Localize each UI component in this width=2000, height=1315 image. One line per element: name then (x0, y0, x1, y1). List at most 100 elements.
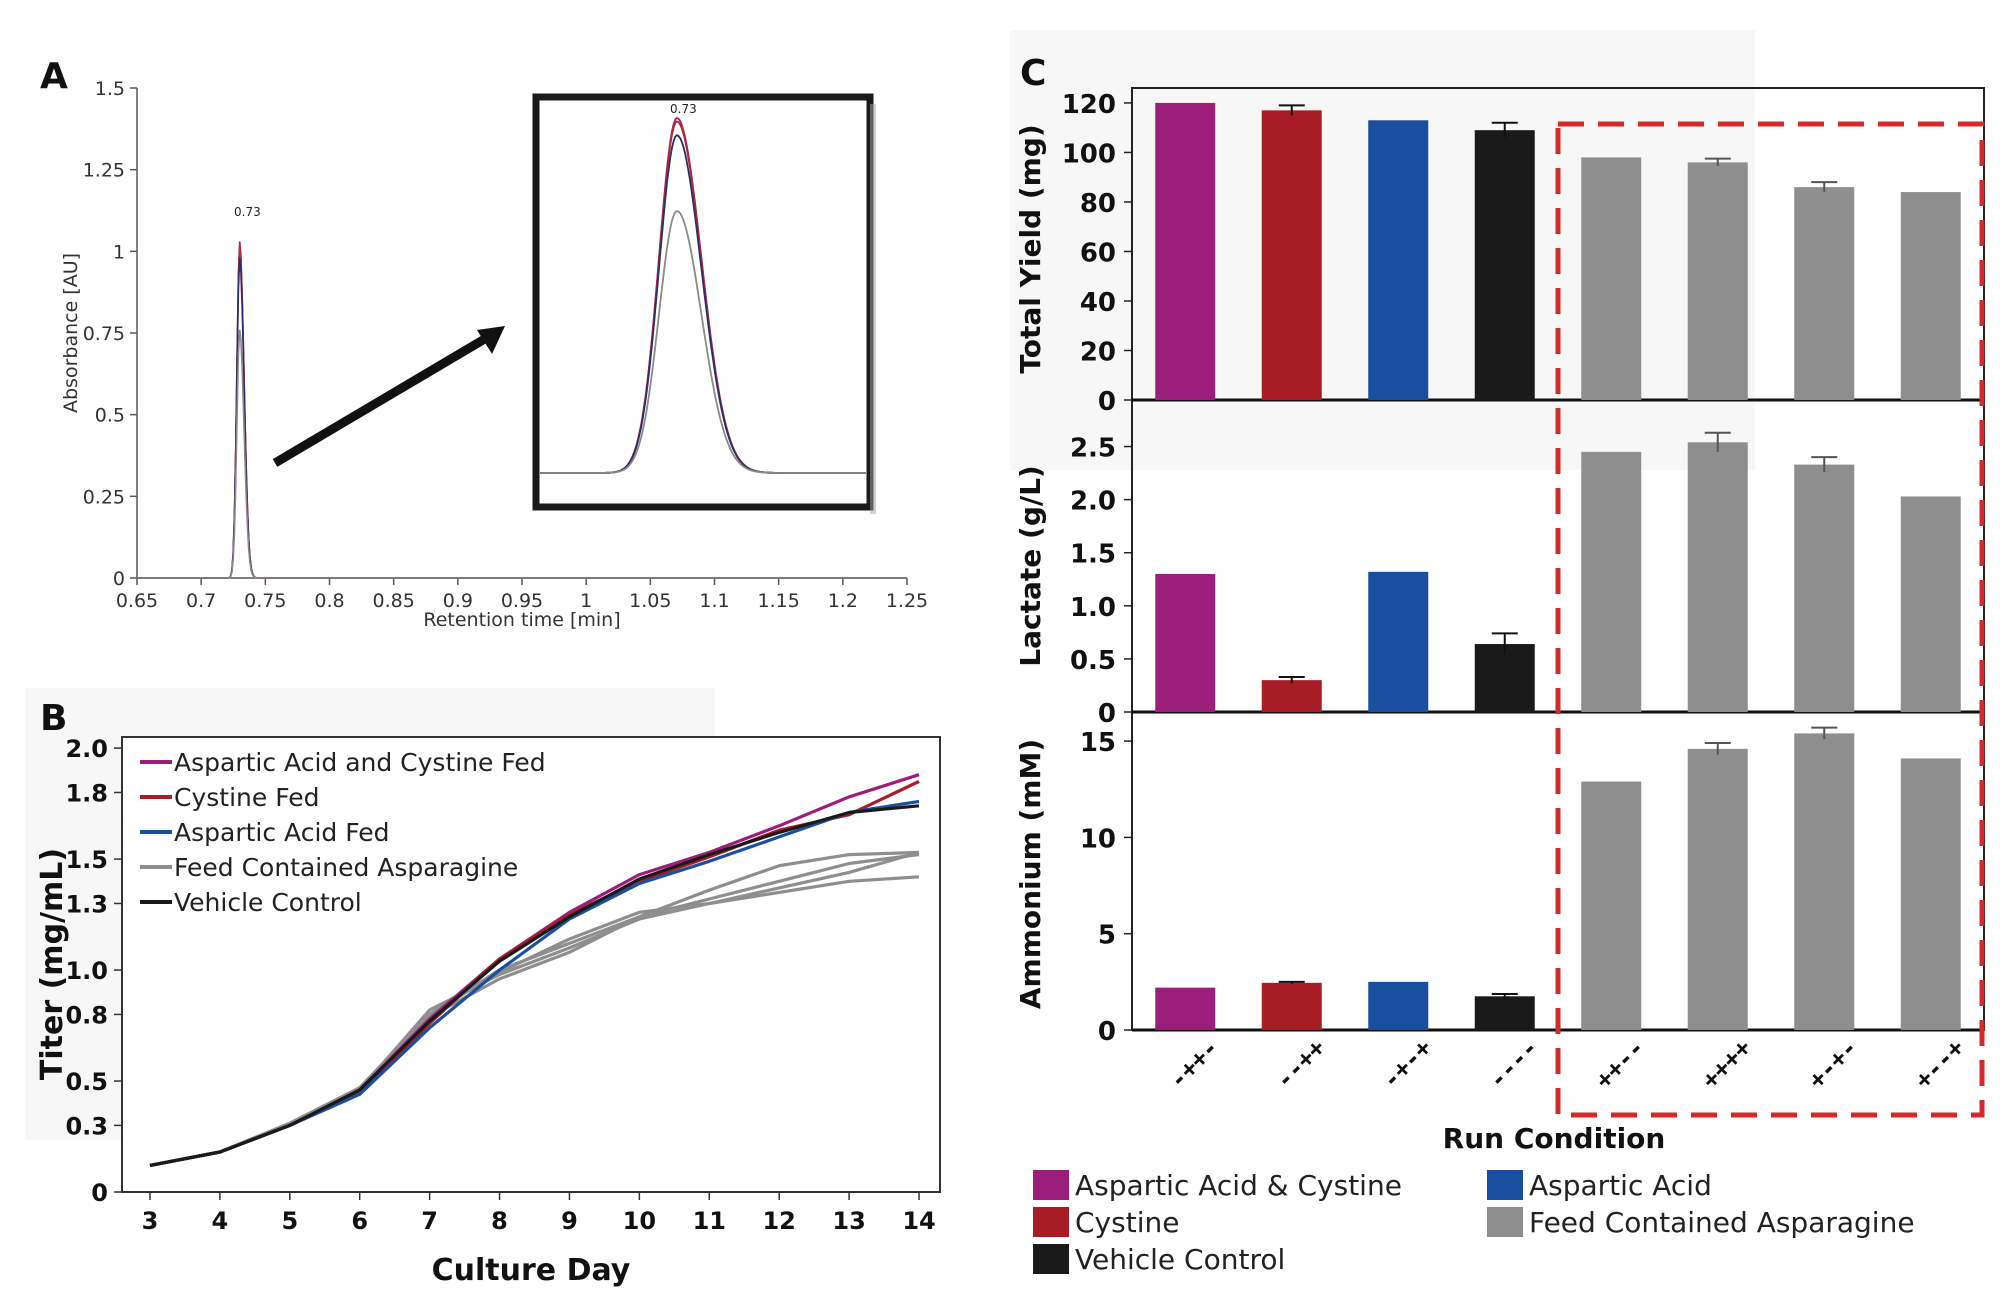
panel-c-y-label: Lactate (g/L) (1014, 465, 1047, 666)
panel-b-x-tick-label: 11 (693, 1207, 726, 1235)
panel-c-category-label: +--+ (1909, 1034, 1970, 1095)
panel-b-y-tick-label: 1.8 (65, 779, 108, 807)
panel-a-x-tick-label: 1 (580, 590, 592, 612)
panel-c-bar (1794, 187, 1855, 400)
panel-c-y-tick-label: 0 (1098, 387, 1116, 417)
panel-b-legend-label: Cystine Fed (174, 783, 319, 812)
panel-b-titer-chart: 0 0.3 0.5 0.8 1.0 1.3 1.5 1.8 2.0 3 4 5 6 7 8 9 10 11 12 1… (35, 735, 941, 1288)
panel-a-inset-trace-gray (540, 210, 866, 474)
panel-b-x-tick-label: 7 (421, 1207, 438, 1235)
panel-a-x-tick-label: 0.75 (244, 590, 286, 612)
panel-c-legend-swatch (1033, 1244, 1069, 1274)
panel-a-x-tick-label: 0.65 (116, 590, 158, 612)
panel-c-bar (1261, 680, 1322, 712)
panel-a-x-tick-label: 0.8 (314, 590, 344, 612)
panel-c-x-label: Run Condition (1443, 1122, 1666, 1155)
panel-c-bar (1474, 996, 1535, 1030)
panel-c-bar (1581, 157, 1642, 400)
panel-c-category-label: ++++ (1696, 1034, 1757, 1095)
panel-b-series-line (149, 804, 920, 1167)
panel-c-y-tick-label: 40 (1080, 288, 1116, 318)
panel-c-category-label: ++-- (1590, 1034, 1651, 1095)
panel-c-y-tick-label: 1.5 (1070, 540, 1116, 570)
panel-c-category-label: ---- (1483, 1034, 1544, 1095)
panel-a-y-tick-label: 1.5 (95, 78, 125, 100)
panel-a-x-tick-label: 1.15 (758, 590, 800, 612)
panel-b-plot-area (121, 736, 941, 1193)
panel-c-bar (1155, 573, 1216, 712)
panel-label-a: A (40, 56, 68, 97)
panel-c-category-label: +-+- (1803, 1034, 1864, 1095)
panel-a-y-tick-label: 1 (113, 241, 125, 263)
panel-c-bar (1581, 451, 1642, 712)
panel-c-bar (1474, 130, 1535, 400)
panel-c-category-label: -+-+ (1377, 1034, 1438, 1095)
panel-b-legend-label: Feed Contained Asparagine (174, 853, 518, 882)
panel-b-legend-label: Aspartic Acid Fed (174, 818, 389, 847)
panel-b-x-tick-label: 4 (212, 1207, 229, 1235)
panel-c-legend-swatch (1033, 1170, 1069, 1200)
panel-c-y-tick-label: 120 (1062, 90, 1116, 120)
panel-a-y-tick-label: 0 (113, 568, 125, 590)
panel-c-y-tick-label: 0 (1098, 1017, 1116, 1047)
panel-c-legend-label: Cystine (1075, 1206, 1179, 1239)
panel-c-y-label: Total Yield (mg) (1014, 124, 1047, 373)
panel-a-inset-shadow (870, 104, 876, 514)
panel-a-x-tick-label: 0.85 (373, 590, 415, 612)
zoom-arrow (272, 333, 491, 467)
panel-b-x-tick-label: 8 (491, 1207, 508, 1235)
panel-b-x-tick-label: 14 (902, 1207, 935, 1235)
panel-c-y-tick-label: 0.5 (1070, 646, 1116, 676)
panel-c-legend-swatch (1487, 1207, 1523, 1237)
panel-c-y-tick-label: 20 (1080, 337, 1116, 367)
panel-b-x-tick-label: 6 (351, 1207, 368, 1235)
panel-c-y-tick-label: 2.0 (1070, 487, 1116, 517)
panel-c-y-tick-label: 15 (1080, 728, 1116, 758)
panel-c-bar (1687, 748, 1748, 1030)
panel-a-peak-label: 0.73 (234, 205, 261, 219)
panel-c-bar (1900, 496, 1961, 712)
panel-a-y-label: Absorbance [AU] (60, 253, 82, 413)
panel-a-x-tick-label: 1.1 (699, 590, 729, 612)
panel-c-y-tick-label: 10 (1080, 824, 1116, 854)
panel-b-x-label: Culture Day (432, 1253, 631, 1288)
panel-b-y-tick-label: 2.0 (65, 735, 108, 763)
panel-c-y-tick-label: 5 (1098, 921, 1116, 951)
panel-c-bar (1900, 192, 1961, 400)
panel-a-trace-gray (137, 329, 907, 579)
panel-c-legend-label: Aspartic Acid & Cystine (1075, 1169, 1402, 1202)
panel-c-legend-label: Aspartic Acid (1529, 1169, 1712, 1202)
panel-c-y-tick-label: 60 (1080, 238, 1116, 268)
panel-c-bar (1261, 110, 1322, 401)
panel-c-category-label: -++- (1164, 1034, 1225, 1095)
panel-a-x-tick-label: 1.05 (629, 590, 671, 612)
panel-b-x-tick-label: 3 (142, 1207, 159, 1235)
panel-c-bar (1155, 987, 1216, 1030)
panel-a-inset-peak-label: 0.73 (670, 102, 697, 116)
panel-b-y-tick-label: 1.5 (65, 846, 108, 874)
panel-b-y-label: Titer (mg/mL) (35, 848, 70, 1080)
panel-a-y-tick-label: 1.25 (83, 160, 125, 182)
panel-c-bar (1687, 162, 1748, 400)
panel-a-y-tick-label: 0.75 (83, 323, 125, 345)
panel-c-bar (1368, 571, 1429, 712)
panel-b-x-tick-label: 5 (281, 1207, 298, 1235)
asparagine-highlight-box (1555, 121, 1985, 1118)
panel-label-c: C (1020, 53, 1046, 94)
panel-c-y-tick-label: 2.5 (1070, 434, 1116, 464)
zoom-arrow-head (477, 326, 505, 354)
panel-c-bar (1794, 464, 1855, 712)
panel-b-y-tick-label: 1.3 (65, 890, 108, 918)
panel-c-bar (1261, 982, 1322, 1030)
panel-c-bar (1368, 981, 1429, 1030)
panel-a-x-tick-label: 1.25 (886, 590, 928, 612)
panel-b-y-tick-label: 0.3 (65, 1112, 108, 1140)
panel-a-chromatogram: 0 0.25 0.5 0.75 1 1.25 1.5 0.65 0.7 0.75 0.8 0.85 0… (60, 78, 928, 631)
panel-b-legend-label: Aspartic Acid and Cystine Fed (174, 748, 546, 777)
panel-c-y-label: Ammonium (mM) (1014, 739, 1047, 1009)
panel-c-bar (1581, 781, 1642, 1030)
panel-a-inset (532, 93, 874, 511)
panel-label-b: B (40, 698, 67, 739)
panel-b-y-tick-label: 0.8 (65, 1001, 108, 1029)
